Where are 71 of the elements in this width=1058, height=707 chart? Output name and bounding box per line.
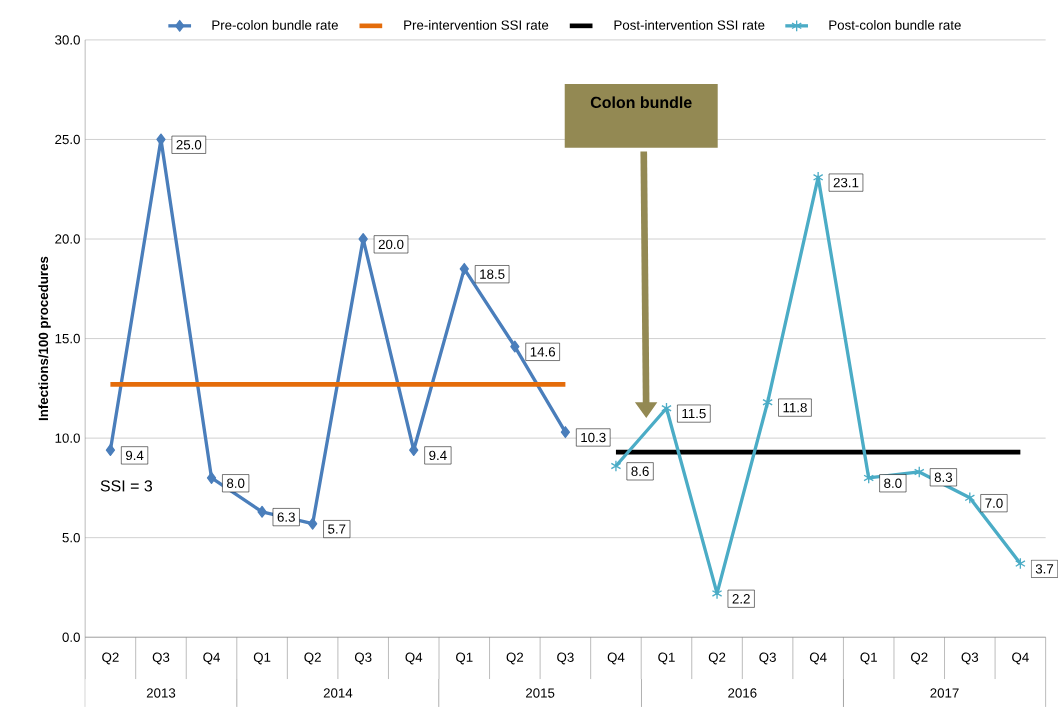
data-label: 8.6	[631, 466, 649, 476]
x-tick-label: Q2	[506, 652, 524, 665]
text: 2017	[930, 688, 959, 698]
point	[105, 443, 116, 456]
legend-label: Post-intervention SSI rate	[614, 19, 765, 30]
y-tick-label: 30.0	[55, 35, 80, 45]
data-label: 3.7	[1035, 564, 1054, 574]
point	[206, 471, 217, 484]
x-tick-label: Q2	[304, 652, 321, 665]
x-tick-label: Q3	[557, 652, 574, 665]
text: 2016	[728, 688, 757, 698]
y-tick-label: 15.0	[55, 333, 80, 344]
text: 2014	[323, 688, 353, 698]
data-label: 8.0	[884, 478, 902, 488]
text: 2013	[146, 688, 176, 698]
x-tick-label: Q3	[152, 652, 170, 665]
y-tick-label: 10.0	[55, 433, 80, 443]
x-tick-label: Q1	[253, 652, 271, 665]
annotation: Colon bundle	[590, 96, 692, 108]
point	[913, 465, 925, 478]
data-label: 23.1	[833, 177, 859, 188]
x-tick-label: Q2	[911, 652, 928, 665]
legend-label: Pre-colon bundle rate	[212, 19, 338, 30]
point	[661, 402, 672, 415]
point	[610, 459, 622, 472]
data-label: 25.0	[176, 140, 202, 150]
x-tick-label: Q3	[759, 652, 776, 665]
x-tick-label: Q3	[354, 652, 372, 665]
point	[964, 491, 976, 504]
y-tick-label: 20.0	[55, 234, 80, 244]
x-tick-label: Q4	[405, 652, 423, 665]
point	[510, 340, 520, 353]
data-label: 18.5	[480, 269, 505, 279]
legend-label: Pre-intervention SSI rate	[404, 19, 549, 30]
x-tick-label: Q4	[1012, 652, 1029, 665]
data-label: 9.4	[429, 450, 447, 461]
x-tick-label: Q4	[203, 652, 221, 665]
x-tick-label: Q4	[809, 652, 827, 665]
data-label: 11.8	[783, 402, 807, 413]
data-label: 9.4	[125, 450, 144, 461]
data-label: 20.0	[378, 239, 404, 249]
point	[863, 471, 874, 484]
y-axis-title: Infections/100 procedures	[38, 256, 51, 421]
point	[1015, 557, 1026, 570]
legend-label: Post-colon bundle rate	[829, 19, 961, 30]
text: 2015	[525, 688, 555, 698]
point	[762, 396, 773, 409]
point	[257, 505, 267, 518]
y-tick-label: 25.0	[55, 134, 80, 145]
x-tick-label: Q4	[607, 652, 625, 665]
data-label: 8.0	[227, 478, 245, 488]
x-tick-label: Q2	[102, 652, 119, 665]
data-label: 7.0	[985, 498, 1003, 508]
x-tick-label: Q1	[658, 652, 675, 665]
x-tick-label: Q1	[456, 652, 473, 665]
data-label: 8.3	[934, 472, 953, 482]
point	[560, 426, 571, 439]
x-tick-label: Q1	[860, 652, 877, 665]
data-label: 10.3	[581, 432, 606, 443]
y-tick-label: 0.0	[62, 632, 80, 642]
point	[307, 517, 318, 530]
x-tick-label: Q3	[961, 652, 979, 665]
point	[459, 262, 469, 275]
data-label: 11.5	[682, 408, 706, 419]
data-label: 6.3	[277, 512, 295, 522]
data-label: 5.7	[328, 524, 346, 534]
x-tick-label: Q2	[708, 652, 726, 665]
data-label: 14.6	[530, 347, 556, 357]
data-label: 2.2	[732, 594, 750, 604]
y-tick-label: 5.0	[62, 532, 80, 543]
annotation: SSI = 3	[100, 480, 153, 492]
